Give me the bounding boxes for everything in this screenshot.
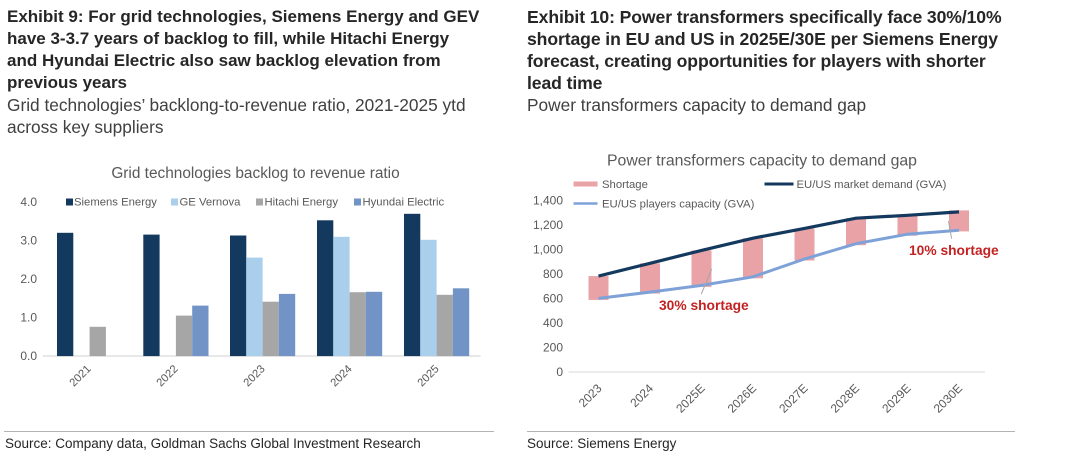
svg-text:2029E: 2029E	[879, 381, 913, 415]
svg-text:1,400: 1,400	[533, 193, 563, 207]
svg-text:2025: 2025	[416, 363, 442, 389]
svg-text:Power transformers capacity to: Power transformers capacity to demand ga…	[607, 153, 917, 170]
svg-text:2024: 2024	[627, 381, 656, 410]
svg-text:2.0: 2.0	[20, 272, 37, 286]
svg-text:Hitachi Energy: Hitachi Energy	[265, 197, 339, 209]
svg-text:2021: 2021	[68, 363, 94, 389]
svg-text:2030E: 2030E	[931, 381, 965, 415]
svg-text:1.0: 1.0	[20, 310, 37, 324]
svg-text:10% shortage: 10% shortage	[909, 243, 999, 258]
svg-text:2026E: 2026E	[725, 381, 759, 415]
svg-text:2028E: 2028E	[828, 381, 862, 415]
svg-text:2024: 2024	[329, 363, 355, 389]
svg-text:EU/US market demand (GVA): EU/US market demand (GVA)	[797, 179, 947, 191]
svg-text:2025E: 2025E	[673, 381, 707, 415]
svg-text:EU/US players capacity (GVA): EU/US players capacity (GVA)	[602, 199, 755, 211]
svg-text:400: 400	[543, 316, 563, 330]
svg-text:2022: 2022	[155, 363, 181, 389]
svg-text:2027E: 2027E	[776, 381, 810, 415]
svg-text:Hyundai Electric: Hyundai Electric	[363, 197, 445, 209]
svg-text:600: 600	[543, 291, 563, 305]
svg-text:1,200: 1,200	[533, 218, 563, 232]
svg-text:GE Vernova: GE Vernova	[180, 197, 242, 209]
svg-text:2023: 2023	[576, 381, 605, 410]
svg-text:800: 800	[543, 267, 563, 281]
svg-text:200: 200	[543, 340, 563, 354]
svg-text:0.0: 0.0	[20, 349, 37, 363]
svg-text:Grid technologies backlog to r: Grid technologies backlog to revenue rat…	[111, 165, 399, 182]
svg-text:30% shortage: 30% shortage	[659, 298, 749, 313]
svg-text:Shortage: Shortage	[602, 179, 648, 191]
svg-text:0: 0	[556, 365, 563, 379]
svg-text:4.0: 4.0	[20, 195, 37, 209]
svg-text:1,000: 1,000	[533, 242, 563, 256]
svg-text:Siemens Energy: Siemens Energy	[74, 197, 157, 209]
svg-text:2023: 2023	[242, 363, 268, 389]
svg-text:3.0: 3.0	[20, 233, 37, 247]
